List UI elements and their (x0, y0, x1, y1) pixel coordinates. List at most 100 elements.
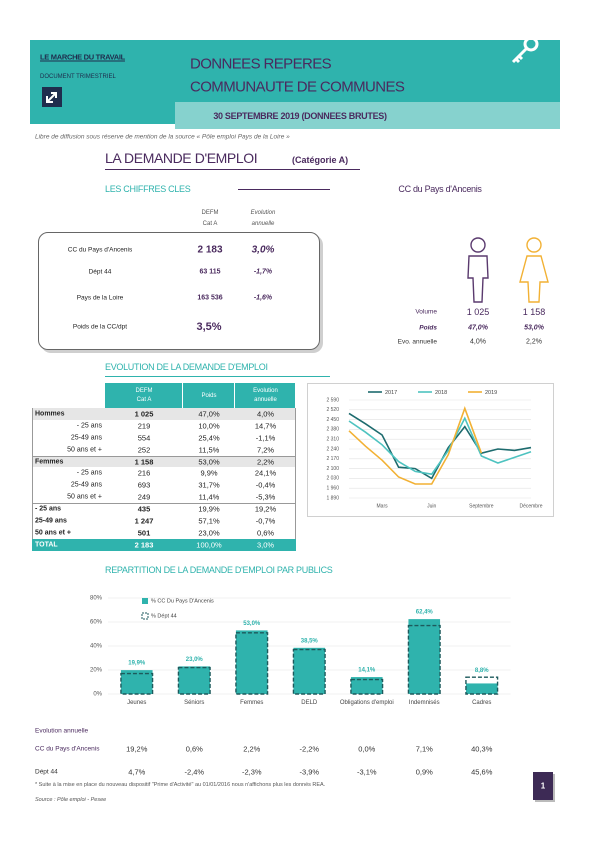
row-label: Pays de la Loire (76, 294, 124, 302)
cell: 219 (137, 421, 151, 431)
data-label: 14,1% (358, 668, 376, 674)
bar (465, 683, 498, 694)
cell: 4,7% (128, 767, 146, 777)
source: Source : Pôle emploi - Pesee (35, 797, 107, 803)
section-subtitle: (Catégorie A) (292, 155, 349, 165)
row-label: Dépt 44 (35, 768, 58, 776)
footnote: * Suite à la mise en place du nouveau di… (35, 782, 326, 788)
cell: 19,2% (126, 744, 148, 754)
key-rule (238, 189, 330, 190)
value: 3,5% (196, 321, 222, 333)
cell: 0,0% (358, 744, 376, 754)
line-series (348, 416, 532, 476)
data-label: 62,4% (416, 610, 434, 616)
cell: -3,1% (356, 767, 377, 777)
cell: 11,5% (198, 445, 220, 455)
bar-outline (350, 678, 384, 695)
y-tick-label: 2 520 (326, 407, 339, 413)
row-label: 25-49 ans (70, 481, 102, 489)
cell: 19,2% (254, 504, 277, 514)
y-tick-label: 80% (90, 596, 103, 602)
key-icon (511, 36, 539, 64)
y-tick-label: 2 450 (326, 417, 339, 423)
value: 47,0% (468, 324, 488, 332)
header-cell (235, 383, 295, 408)
legend-swatch (141, 612, 149, 620)
data-label: 23,0% (186, 657, 204, 663)
subsection-title: REPARTITION DE LA DEMANDE D'EMPLOI PAR P… (105, 565, 333, 575)
column-header: annuelle (254, 397, 277, 403)
value: -1,7% (253, 268, 273, 276)
cell: 31,7% (198, 480, 220, 490)
column-header: Poids (201, 392, 217, 399)
bar-outline (235, 632, 269, 695)
bar (120, 670, 153, 694)
legend-label: 2017 (385, 390, 397, 396)
cell: 2,2% (243, 744, 261, 754)
legend-label: % Dépt 44 (151, 613, 177, 619)
value: 53,0% (524, 324, 544, 332)
row-label: - 25 ans (35, 505, 62, 513)
subsection-title: LES CHIFFRES CLES (105, 184, 191, 194)
y-tick-label: 2 240 (326, 446, 339, 452)
cell: -1,1% (255, 433, 276, 443)
bar (408, 619, 441, 694)
cell: 100,0% (196, 540, 222, 550)
y-tick-label: 1 960 (326, 486, 339, 492)
bar-outline (407, 624, 441, 695)
x-tick-label: Septembre (469, 503, 494, 509)
gender-title: CC du Pays d'Ancenis (398, 184, 482, 194)
cell: 47,0% (198, 409, 220, 419)
cell: 554 (137, 433, 151, 443)
row-label: CC du Pays d'Ancenis (35, 745, 100, 753)
legend-label: % CC Du Pays D'Ancenis (151, 598, 214, 604)
cell: 216 (137, 468, 151, 478)
row-label: Evo. annuelle (397, 338, 437, 346)
cell: 0,9% (415, 767, 433, 777)
line-chart: 1 890 1 960 2 030 2 100 2 170 2 240 2 310 2 380… (307, 383, 554, 517)
cell: 0,6% (256, 528, 275, 538)
cell: 7,1% (415, 744, 433, 754)
column-header: DEFM (135, 388, 153, 394)
cell: 24,1% (254, 468, 277, 478)
cell: 11,4% (198, 492, 220, 502)
legend-label: 2018 (435, 390, 447, 396)
cell: 693 (137, 480, 151, 490)
section-rule (105, 169, 360, 170)
column-header: Evolution (253, 388, 278, 394)
cell: 2,2% (256, 457, 275, 467)
cell: 7,2% (256, 445, 275, 455)
row-label: Volume (415, 308, 437, 316)
x-tick-label: Jeunes (127, 700, 147, 706)
row-label: TOTAL (35, 541, 58, 549)
value: 163 536 (197, 294, 223, 302)
bar-chart: 0% 20% 40% 60% 80% 19,9% 23,0% 53,0% 38,5% 14,1% 6… (90, 596, 511, 698)
cell: 10,0% (198, 421, 220, 431)
page-number: 1 (540, 781, 546, 791)
annual-title: Evolution annuelle (35, 727, 89, 735)
row-label: 50 ans et + (35, 529, 71, 537)
row-bg (32, 538, 296, 551)
row-label: CC du Pays d'Ancenis (67, 246, 133, 254)
doc-type: DOCUMENT TRIMESTRIEL (40, 74, 116, 80)
cell: -2,4% (184, 767, 205, 777)
cell: -5,3% (255, 492, 276, 502)
notice: Libre de diffusion sous réserve de menti… (35, 133, 290, 141)
row-label: 25-49 ans (35, 517, 67, 525)
cell: -0,7% (255, 516, 276, 526)
title: COMMUNAUTE DE COMMUNES (190, 78, 405, 96)
y-tick-label: 60% (90, 620, 103, 626)
x-tick-label: Séniors (184, 700, 205, 706)
cell: -3,9% (299, 767, 320, 777)
cell: 252 (137, 445, 151, 455)
data-label: 53,0% (243, 621, 261, 627)
value: 2,2% (526, 338, 542, 346)
column-header: annuelle (251, 221, 275, 227)
header-band-left (30, 102, 175, 124)
x-tick-label: DELD (301, 700, 318, 706)
row-label: - 25 ans (76, 422, 102, 430)
cell: 25,4% (198, 433, 220, 443)
legend-label: 2019 (485, 390, 497, 396)
bar (293, 647, 326, 694)
